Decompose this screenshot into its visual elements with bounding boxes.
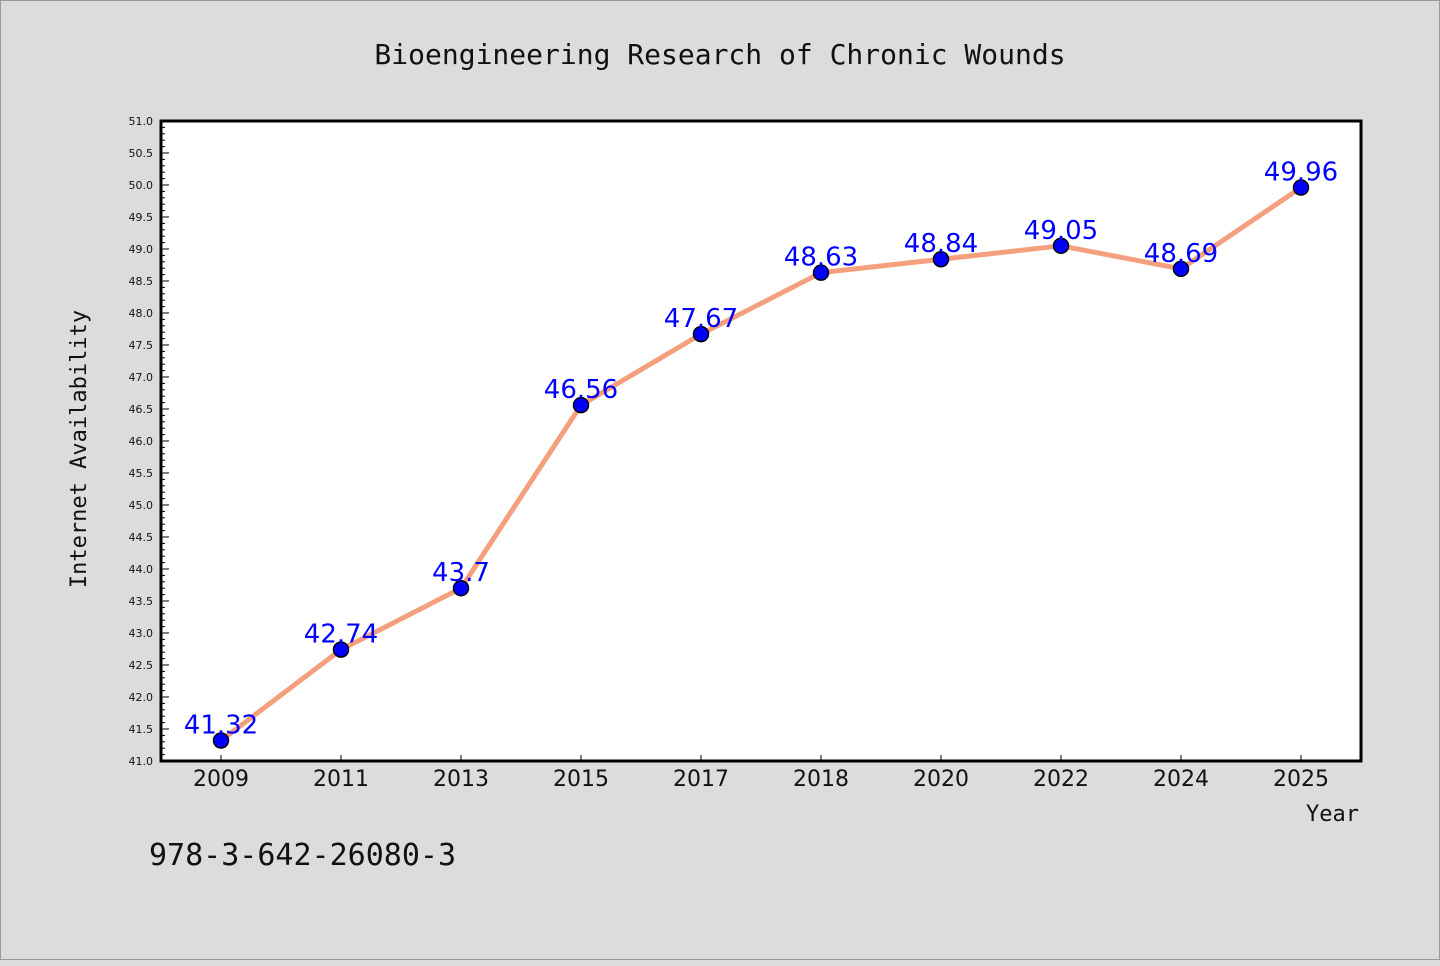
y-axis-title: Internet Availability bbox=[67, 310, 92, 588]
y-tick-label: 41.5 bbox=[129, 723, 154, 736]
data-point bbox=[452, 579, 470, 597]
data-label: 48.69 bbox=[1144, 239, 1218, 269]
y-tick-label: 51.0 bbox=[129, 115, 154, 128]
data-label: 47.67 bbox=[664, 304, 738, 334]
x-tick-label: 2011 bbox=[313, 767, 369, 792]
x-tick-label: 2024 bbox=[1153, 767, 1209, 792]
y-axis: 41.0 41.5 42.0 42.5 43.0 43.5 44.0 44.5 45.0 45.5… bbox=[129, 115, 169, 768]
x-tick-label: 2015 bbox=[553, 767, 609, 792]
y-tick-label: 46.5 bbox=[129, 403, 154, 416]
data-label: 42.74 bbox=[304, 620, 378, 650]
data-point bbox=[692, 325, 710, 343]
y-tick-label: 44.5 bbox=[129, 531, 154, 544]
data-point bbox=[1292, 179, 1310, 196]
x-tick-label: 2013 bbox=[433, 767, 489, 792]
x-axis-title: Year bbox=[1306, 802, 1359, 827]
data-point bbox=[1172, 260, 1190, 278]
y-tick-label: 43.5 bbox=[129, 595, 154, 608]
data-label: 49.05 bbox=[1024, 216, 1098, 246]
data-label: 48.84 bbox=[904, 229, 978, 259]
x-axis: 2009 2011 2013 2015 2017 2018 2020 2022 2024 2025 bbox=[193, 755, 1329, 792]
data-point bbox=[932, 250, 950, 268]
data-label: 49.96 bbox=[1264, 158, 1338, 188]
y-tick-label: 48.5 bbox=[129, 275, 154, 288]
data-point bbox=[812, 264, 830, 281]
y-tick-label: 49.0 bbox=[129, 243, 154, 256]
y-tick-label: 43.0 bbox=[129, 627, 154, 640]
x-tick-label: 2020 bbox=[913, 767, 969, 792]
data-point bbox=[332, 641, 350, 658]
data-point bbox=[572, 396, 590, 414]
y-tick-label: 47.5 bbox=[129, 339, 154, 352]
data-label: 46.56 bbox=[544, 375, 618, 405]
y-tick-label: 44.0 bbox=[129, 563, 154, 576]
data-point bbox=[212, 732, 230, 749]
data-label: 43.7 bbox=[432, 558, 490, 588]
y-tick-label: 45.0 bbox=[129, 499, 154, 512]
x-tick-label: 2022 bbox=[1033, 767, 1089, 792]
footer-code: 978-3-642-26080-3 bbox=[149, 838, 456, 873]
data-label: 48.63 bbox=[784, 243, 858, 273]
y-tick-label: 46.0 bbox=[129, 435, 154, 448]
y-tick-label: 42.0 bbox=[129, 691, 154, 704]
y-tick-label: 50.0 bbox=[129, 179, 154, 192]
y-tick-label: 45.5 bbox=[129, 467, 154, 480]
data-point bbox=[1052, 237, 1070, 255]
y-tick-label: 42.5 bbox=[129, 659, 154, 672]
series-group: 41.32 42.74 43.7 46.56 47.67 48.63 48.84 49.05 4… bbox=[184, 158, 1338, 749]
chart-title: Bioengineering Research of Chronic Wound… bbox=[374, 38, 1065, 71]
data-label: 41.32 bbox=[184, 711, 258, 741]
y-tick-label: 49.5 bbox=[129, 211, 154, 224]
x-tick-label: 2009 bbox=[193, 767, 249, 792]
series-line bbox=[219, 185, 1303, 743]
y-tick-label: 48.0 bbox=[129, 307, 154, 320]
y-tick-label: 41.0 bbox=[129, 755, 154, 768]
plot-area bbox=[159, 119, 1363, 763]
y-tick-label: 50.5 bbox=[129, 147, 154, 160]
x-tick-label: 2017 bbox=[673, 767, 729, 792]
x-tick-label: 2025 bbox=[1273, 767, 1329, 792]
y-tick-label: 47.0 bbox=[129, 371, 154, 384]
x-tick-label: 2018 bbox=[793, 767, 849, 792]
